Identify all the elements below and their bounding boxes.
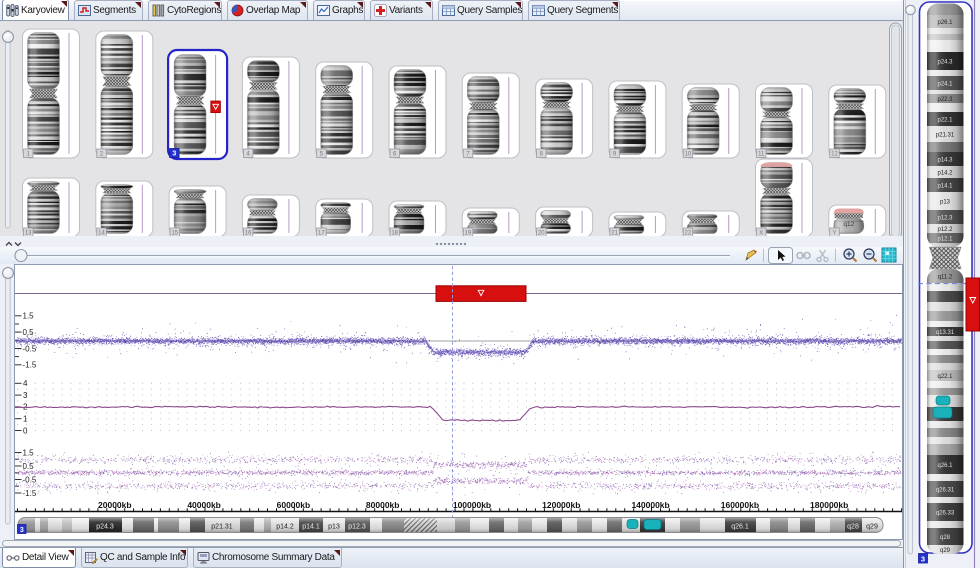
svg-text:p21.31: p21.31 (936, 132, 955, 138)
svg-text:p22.3: p22.3 (937, 97, 953, 103)
svg-text:q29: q29 (866, 524, 878, 531)
svg-text:4: 4 (246, 152, 250, 158)
svg-text:X: X (759, 231, 763, 237)
svg-text:q28: q28 (847, 524, 859, 531)
svg-text:q26.1: q26.1 (937, 463, 953, 469)
svg-text:80000kb: 80000kb (366, 500, 400, 510)
svg-text:18: 18 (391, 231, 398, 237)
svg-text:-0.5: -0.5 (23, 475, 37, 484)
svg-text:p12.3: p12.3 (937, 215, 953, 221)
svg-text:p24.3: p24.3 (96, 524, 114, 531)
svg-text:3: 3 (921, 554, 925, 563)
svg-text:q26.1: q26.1 (731, 524, 749, 531)
svg-text:1: 1 (27, 152, 31, 158)
svg-text:21: 21 (611, 231, 618, 237)
svg-text:q26.33: q26.33 (936, 510, 955, 516)
svg-text:p13: p13 (328, 524, 340, 531)
svg-text:2: 2 (100, 152, 104, 158)
svg-text:20000kb: 20000kb (98, 500, 132, 510)
svg-text:16: 16 (245, 231, 252, 237)
svg-text:4: 4 (23, 379, 28, 388)
svg-text:p12.2: p12.2 (937, 227, 953, 233)
svg-text:5: 5 (320, 152, 324, 158)
svg-text:q11.2: q11.2 (938, 274, 953, 280)
svg-text:0: 0 (23, 426, 28, 435)
svg-text:1.5: 1.5 (23, 312, 35, 321)
svg-text:q29: q29 (940, 548, 951, 554)
svg-text:1.5: 1.5 (23, 448, 35, 457)
svg-text:1: 1 (23, 415, 28, 424)
svg-text:p24.3: p24.3 (937, 59, 953, 65)
svg-text:-1.5: -1.5 (23, 489, 37, 498)
svg-text:7: 7 (466, 152, 470, 158)
svg-text:p14.1: p14.1 (302, 524, 320, 531)
svg-text:180000kb: 180000kb (810, 500, 848, 510)
svg-text:160000kb: 160000kb (721, 500, 759, 510)
svg-text:6: 6 (393, 152, 397, 158)
svg-text:q22.1: q22.1 (937, 374, 953, 380)
svg-text:17: 17 (318, 231, 325, 237)
svg-text:q13.31: q13.31 (936, 330, 955, 336)
svg-text:q28: q28 (940, 535, 951, 541)
svg-text:-1.5: -1.5 (23, 361, 37, 370)
svg-text:3: 3 (20, 527, 24, 534)
svg-text:p12.3: p12.3 (348, 524, 366, 531)
svg-text:19: 19 (465, 231, 472, 237)
svg-text:15: 15 (171, 231, 178, 237)
svg-text:q12: q12 (843, 221, 854, 228)
svg-text:12: 12 (831, 152, 838, 158)
svg-text:p12.1: p12.1 (937, 236, 953, 242)
svg-text:60000kb: 60000kb (277, 500, 311, 510)
svg-text:20: 20 (538, 231, 545, 237)
svg-text:p22.1: p22.1 (937, 117, 953, 123)
svg-text:3: 3 (172, 151, 176, 158)
svg-text:13: 13 (25, 231, 32, 237)
svg-text:3: 3 (23, 391, 28, 400)
svg-text:p14.3: p14.3 (937, 157, 953, 163)
svg-text:-0.5: -0.5 (23, 344, 37, 353)
svg-text:8: 8 (540, 152, 544, 158)
svg-text:p14.1: p14.1 (937, 183, 953, 189)
svg-text:p21.31: p21.31 (211, 524, 233, 531)
svg-text:10: 10 (685, 152, 692, 158)
svg-text:p24.1: p24.1 (937, 81, 953, 87)
svg-text:40000kb: 40000kb (187, 500, 221, 510)
svg-text:p26.1: p26.1 (937, 20, 953, 26)
svg-text:0.5: 0.5 (23, 462, 35, 471)
svg-text:p14.2: p14.2 (276, 524, 294, 531)
svg-text:p13: p13 (940, 199, 951, 205)
svg-text:22: 22 (685, 231, 692, 237)
svg-text:11: 11 (758, 152, 765, 158)
svg-text:140000kb: 140000kb (631, 500, 669, 510)
svg-text:9: 9 (613, 152, 617, 158)
svg-text:14: 14 (98, 231, 105, 237)
svg-text:q26.31: q26.31 (936, 487, 955, 493)
svg-text:p14.2: p14.2 (937, 170, 953, 176)
svg-text:100000kb: 100000kb (453, 500, 491, 510)
svg-text:Y: Y (832, 231, 836, 237)
svg-text:120000kb: 120000kb (542, 500, 580, 510)
svg-text:0.5: 0.5 (23, 328, 35, 337)
